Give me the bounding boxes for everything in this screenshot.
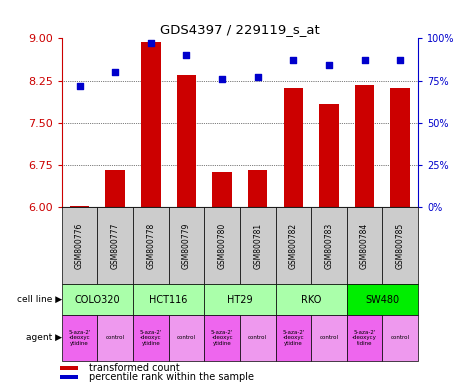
Text: percentile rank within the sample: percentile rank within the sample	[89, 372, 254, 382]
Bar	[133, 207, 169, 284]
Bar	[59, 366, 78, 370]
Bar	[382, 207, 418, 284]
Bar	[311, 207, 347, 284]
Text: GSM800780: GSM800780	[218, 223, 227, 269]
Bar	[347, 284, 418, 315]
Bar	[62, 315, 97, 361]
Bar	[240, 315, 276, 361]
Point	[182, 52, 190, 58]
Bar	[276, 315, 311, 361]
Bar	[276, 284, 347, 315]
Text: GSM800779: GSM800779	[182, 223, 191, 269]
Bar	[62, 284, 133, 315]
Point	[396, 57, 404, 63]
Text: GSM800776: GSM800776	[75, 223, 84, 269]
Text: HT29: HT29	[227, 295, 253, 305]
Bar	[70, 206, 89, 207]
Bar	[204, 207, 240, 284]
Text: agent ▶: agent ▶	[26, 333, 62, 343]
Bar	[169, 315, 204, 361]
Text: transformed count: transformed count	[89, 363, 180, 373]
Bar	[212, 172, 232, 207]
Bar	[240, 207, 276, 284]
Text: RKO: RKO	[301, 295, 321, 305]
Bar	[141, 42, 161, 207]
Bar	[97, 207, 133, 284]
Point	[76, 83, 84, 89]
Point	[111, 69, 119, 75]
Text: control: control	[390, 335, 409, 341]
Bar	[105, 170, 125, 207]
Text: GSM800778: GSM800778	[146, 223, 155, 269]
Bar	[355, 85, 374, 207]
Bar	[347, 315, 382, 361]
Bar	[59, 375, 78, 379]
Text: control: control	[177, 335, 196, 341]
Point	[361, 57, 369, 63]
Text: control: control	[105, 335, 124, 341]
Text: SW480: SW480	[365, 295, 399, 305]
Text: 5-aza-2'
-deoxyc
ytidine: 5-aza-2' -deoxyc ytidine	[68, 329, 91, 346]
Text: control: control	[319, 335, 338, 341]
Text: control: control	[248, 335, 267, 341]
Bar	[248, 170, 267, 207]
Point	[254, 74, 261, 80]
Text: 5-aza-2'
-deoxyc
ytidine: 5-aza-2' -deoxyc ytidine	[140, 329, 162, 346]
Bar	[169, 207, 204, 284]
Bar	[347, 207, 382, 284]
Text: GSM800783: GSM800783	[324, 223, 333, 269]
Text: cell line ▶: cell line ▶	[17, 295, 62, 304]
Bar	[284, 88, 303, 207]
Text: COLO320: COLO320	[75, 295, 120, 305]
Text: 5-aza-2'
-deoxyc
ytidine: 5-aza-2' -deoxyc ytidine	[282, 329, 304, 346]
Point	[147, 40, 155, 46]
Text: HCT116: HCT116	[150, 295, 188, 305]
Point	[289, 57, 297, 63]
Bar	[97, 315, 133, 361]
Bar	[390, 88, 410, 207]
Text: GSM800777: GSM800777	[111, 223, 120, 269]
Text: GSM800784: GSM800784	[360, 223, 369, 269]
Bar	[177, 75, 196, 207]
Bar	[204, 315, 240, 361]
Text: GSM800782: GSM800782	[289, 223, 298, 269]
Text: 5-aza-2'
-deoxyc
ytidine: 5-aza-2' -deoxyc ytidine	[211, 329, 233, 346]
Bar	[311, 315, 347, 361]
Text: GSM800785: GSM800785	[396, 223, 405, 269]
Bar	[133, 284, 204, 315]
Bar	[276, 207, 311, 284]
Bar	[382, 315, 418, 361]
Title: GDS4397 / 229119_s_at: GDS4397 / 229119_s_at	[160, 23, 320, 36]
Bar	[319, 104, 339, 207]
Text: GSM800781: GSM800781	[253, 223, 262, 269]
Bar	[204, 284, 276, 315]
Bar	[62, 207, 97, 284]
Point	[218, 76, 226, 82]
Point	[325, 62, 332, 68]
Bar	[133, 315, 169, 361]
Text: 5-aza-2'
-deoxycy
tidine: 5-aza-2' -deoxycy tidine	[352, 329, 377, 346]
